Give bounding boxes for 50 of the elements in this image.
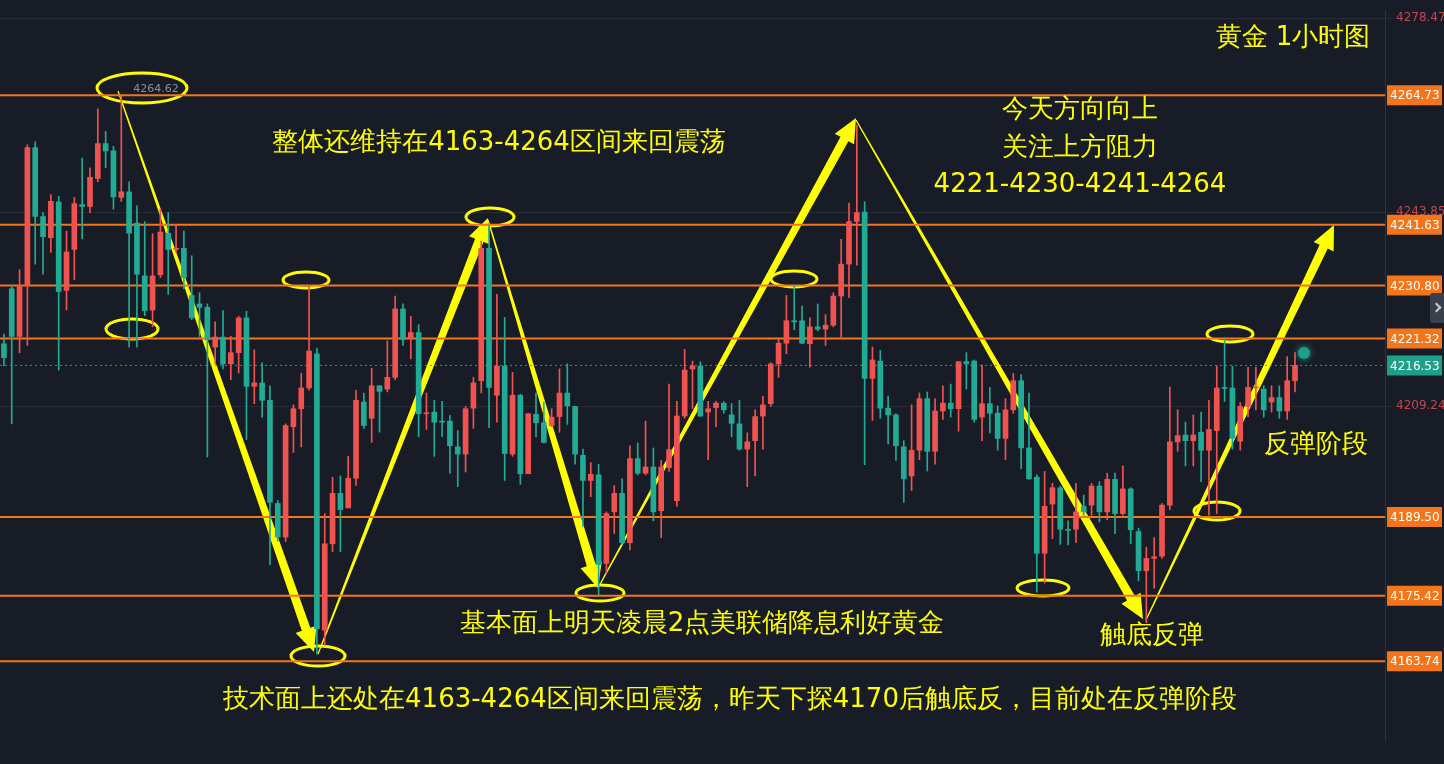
ref-line-label: 4264.73: [1390, 88, 1440, 103]
candlestick: [853, 124, 860, 266]
ref-line-label: 4163.74: [1390, 654, 1440, 669]
candlestick: [885, 396, 891, 445]
annotation: 关注上方阻力: [1002, 130, 1158, 161]
candlestick: [791, 285, 798, 331]
annotation: 整体还维持在4163-4264区间来回震荡: [272, 125, 726, 156]
ref-line-label: 4230.80: [1390, 278, 1440, 293]
candlestick: [251, 349, 258, 405]
candlestick: [494, 294, 500, 423]
chart-title: 黄金 1小时图: [1215, 20, 1371, 51]
ref-line-label: 4189.50: [1390, 510, 1440, 525]
candlestick: [713, 401, 719, 427]
ref-line-label: 4216.53: [1390, 358, 1440, 373]
candlestick: [1190, 414, 1197, 467]
ref-line-label: 4221.32: [1390, 331, 1440, 346]
candlestick: [940, 385, 946, 420]
annotation: 今天方向向上: [1002, 92, 1158, 123]
candlestick: [173, 224, 179, 253]
ref-line-label: 4241.63: [1390, 217, 1440, 232]
annotation: 技术面上还处在4163-4264区间来回震荡，昨天下探4170后触底反，目前处在反弹阶段: [222, 682, 1237, 713]
candlestick: [947, 383, 954, 418]
candlestick: [439, 401, 445, 438]
annotation: 4264.62: [133, 81, 179, 95]
y-tick-label: 4278.47: [1396, 10, 1444, 25]
candlestick: [79, 157, 85, 240]
candlestick: [1151, 537, 1157, 589]
candlestick: [431, 399, 438, 457]
candlestick: [1065, 520, 1071, 546]
candlestick: [587, 462, 594, 498]
candlestick: [533, 392, 539, 438]
candlestick: [407, 315, 414, 360]
candlestick: [705, 401, 711, 461]
candlestick: [987, 387, 993, 434]
ref-line-label: 4175.42: [1390, 588, 1440, 603]
annotation: 4221-4230-4241-4264: [933, 167, 1227, 198]
candlestick: [165, 212, 172, 295]
y-tick-label: 4209.24: [1396, 398, 1444, 413]
candlestick: [760, 396, 766, 450]
annotation: 反弹阶段: [1264, 427, 1368, 458]
candlestick: [212, 321, 219, 365]
annotation: 基本面上明天凌晨2点美联储降息利好黄金: [459, 606, 945, 637]
candlestick: [666, 383, 672, 472]
candlestick: [118, 95, 125, 202]
candlestick: [1206, 399, 1212, 516]
candlestick: [744, 432, 751, 487]
candlestick: [454, 430, 461, 487]
candlestick: [979, 364, 985, 442]
annotation: 触底反弹: [1100, 618, 1204, 649]
y-tick-label: 4243.85: [1396, 204, 1444, 219]
